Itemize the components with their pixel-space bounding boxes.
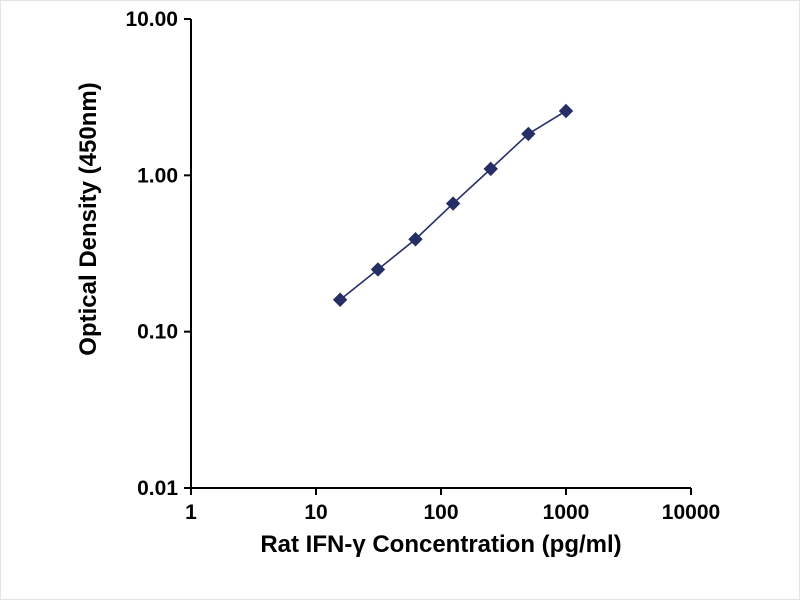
x-axis-title: Rat IFN-γ Concentration (pg/ml) [260,531,621,558]
x-tick-label: 10000 [662,501,720,524]
y-tick-label: 0.10 [137,321,178,344]
y-tick-label: 1.00 [137,164,178,187]
data-point-marker [332,292,348,307]
x-tick-label: 10 [304,501,327,524]
x-tick-label: 100 [423,501,458,524]
data-point-marker [521,126,536,142]
data-point-marker [408,232,423,247]
x-tick-label: 1000 [543,501,590,524]
y-tick-label: 0.01 [137,477,178,500]
x-tick-label: 1 [185,501,197,524]
data-point-marker [483,161,498,177]
data-point-marker [445,196,461,211]
data-point-marker [558,103,574,119]
y-tick-label: 10.00 [125,8,178,31]
data-point-marker [370,262,386,277]
y-axis-title: Optical Density (450nm) [75,82,102,355]
